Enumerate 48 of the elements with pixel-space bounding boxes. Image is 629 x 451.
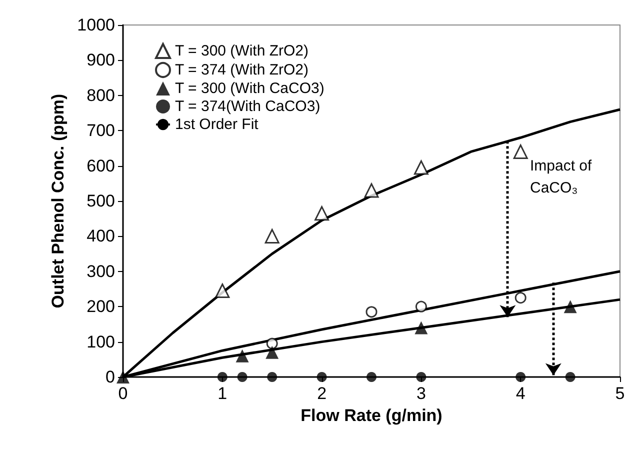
point — [266, 338, 278, 350]
point — [217, 372, 228, 382]
point — [237, 372, 248, 382]
point — [513, 144, 528, 159]
point — [564, 300, 577, 314]
y-tick-label: 600 — [86, 156, 115, 176]
point — [366, 306, 378, 318]
point — [314, 206, 330, 221]
x-tick-label: 2 — [317, 384, 327, 403]
point — [516, 372, 526, 382]
point — [236, 349, 249, 362]
y-tick-label: 700 — [86, 121, 115, 140]
y-tick-label: 400 — [86, 226, 115, 246]
point — [267, 372, 278, 382]
x-tick-label: 4 — [516, 384, 526, 403]
point — [364, 183, 379, 198]
x-tick-label: 3 — [416, 384, 426, 403]
legend-label: T = 374(With CaCO3) — [175, 98, 320, 115]
y-tick-label: 100 — [86, 332, 115, 352]
legend-label: T = 374 (With ZrO2) — [175, 62, 309, 78]
y-tick-label: 1000 — [77, 16, 115, 34]
point — [264, 228, 280, 244]
y-tick-label: 900 — [86, 50, 115, 70]
x-tick-label: 1 — [218, 384, 228, 403]
point — [565, 372, 576, 382]
y-axis-title: Outlet Phenol Conc. (ppm) — [48, 94, 68, 308]
point — [414, 160, 428, 175]
point — [316, 372, 327, 382]
legend-label: 1st Order Fit — [175, 116, 260, 133]
annotation: Impact of CaCO₃ — [530, 158, 596, 196]
x-tick-label: 5 — [615, 384, 625, 403]
y-tick-label: 500 — [86, 192, 115, 210]
point — [116, 370, 130, 384]
legend-label: T = 300 (With CaCO3) — [175, 80, 324, 97]
point — [416, 372, 426, 382]
point — [266, 346, 279, 359]
y-tick-label: 200 — [86, 297, 115, 316]
y-tick-label: 800 — [86, 86, 115, 105]
point — [514, 292, 526, 304]
y-tick-label: 0 — [106, 368, 115, 386]
point — [414, 321, 428, 334]
point — [366, 372, 376, 382]
legend-label: T = 300 (With ZrO2) — [175, 42, 309, 60]
x-tick-label: 0 — [118, 384, 128, 403]
x-axis-title: Flow Rate (g/min) — [300, 406, 442, 425]
point — [415, 300, 427, 312]
y-tick-label: 300 — [86, 262, 115, 281]
point — [215, 284, 230, 298]
